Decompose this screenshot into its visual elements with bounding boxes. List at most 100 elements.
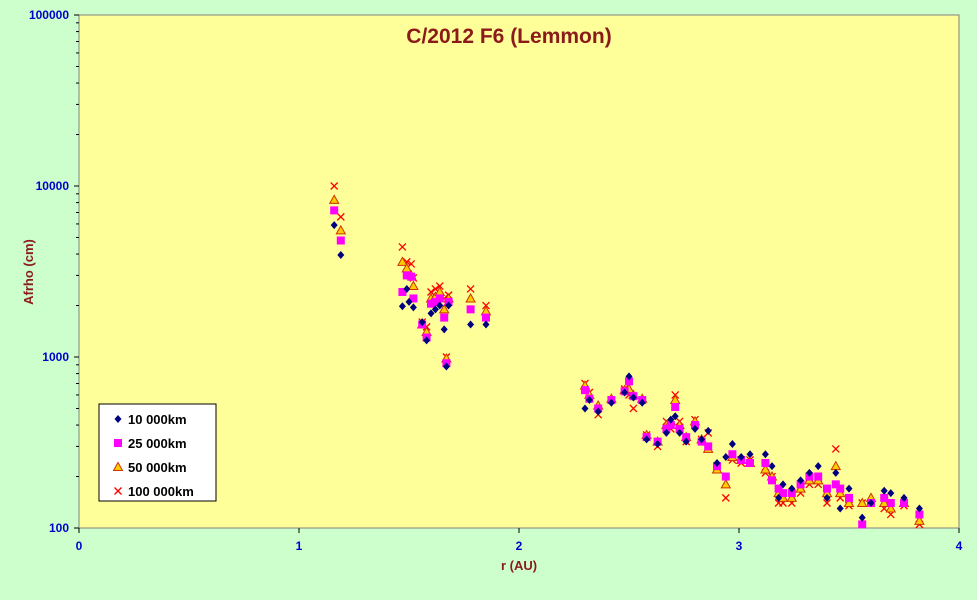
data-point	[625, 377, 633, 386]
series-diamond	[330, 221, 923, 522]
data-point	[676, 428, 684, 437]
legend-label: 10 000km	[128, 412, 187, 427]
points-layer	[328, 182, 925, 529]
legend-label: 100 000km	[128, 484, 194, 499]
data-point	[435, 294, 444, 303]
legend-marker-triangle	[112, 461, 124, 471]
data-point	[398, 287, 407, 296]
data-point	[915, 510, 924, 519]
data-point	[427, 309, 435, 318]
data-point	[407, 272, 416, 281]
data-point	[482, 320, 490, 329]
data-point	[336, 212, 345, 221]
data-point	[836, 504, 844, 513]
data-point	[666, 421, 675, 430]
legend-marker-diamond	[114, 415, 122, 423]
data-point	[675, 424, 684, 433]
data-point	[465, 292, 476, 303]
data-point	[728, 439, 736, 448]
data-point	[662, 424, 671, 433]
data-point	[786, 492, 798, 502]
data-point	[398, 302, 406, 311]
data-point	[900, 493, 908, 502]
x-tick-label: 0	[76, 539, 83, 553]
data-point	[914, 515, 925, 525]
data-point	[721, 472, 730, 481]
x-axis-label: r (AU)	[501, 558, 537, 573]
x-tick-label: 4	[956, 539, 963, 553]
data-point	[336, 236, 345, 245]
data-point	[720, 478, 732, 489]
plot-area	[78, 14, 960, 529]
chart-title: C/2012 F6 (Lemmon)	[406, 25, 611, 48]
data-point	[704, 442, 713, 451]
data-point	[621, 388, 629, 397]
data-point	[728, 450, 737, 459]
data-point	[845, 484, 853, 493]
data-point	[629, 404, 638, 413]
data-point	[335, 224, 347, 235]
data-point	[607, 398, 615, 407]
data-point	[405, 297, 413, 306]
legend: 10 000km 25 000km 50 000km 100 000km	[98, 403, 217, 502]
data-point	[867, 499, 875, 508]
data-point	[761, 450, 769, 459]
data-point	[445, 301, 453, 310]
data-point	[832, 468, 840, 477]
data-point	[482, 301, 490, 310]
y-tick-label: 1000	[42, 350, 69, 364]
data-point	[431, 305, 439, 314]
data-point	[858, 513, 866, 522]
data-point	[442, 362, 450, 371]
data-point	[671, 403, 680, 412]
data-point	[823, 499, 831, 507]
data-point	[823, 484, 831, 493]
data-point	[704, 426, 712, 435]
data-point	[885, 502, 897, 513]
data-point	[581, 386, 589, 395]
data-point	[691, 424, 699, 433]
data-point	[843, 497, 855, 508]
data-point	[440, 313, 449, 322]
data-point	[915, 504, 923, 513]
data-point	[330, 182, 339, 190]
data-point	[625, 372, 633, 381]
data-point	[779, 480, 787, 489]
data-point	[761, 458, 770, 467]
data-point	[440, 325, 448, 334]
data-point	[435, 282, 444, 290]
data-point	[662, 428, 670, 437]
data-point	[403, 284, 411, 293]
data-point	[330, 221, 338, 230]
data-point	[746, 458, 754, 467]
x-tick-label: 2	[516, 539, 523, 553]
data-point	[409, 294, 418, 303]
data-point	[713, 458, 721, 467]
data-point	[330, 206, 339, 215]
data-point	[768, 462, 776, 471]
data-point	[585, 396, 593, 405]
data-point	[667, 415, 675, 424]
data-point	[409, 303, 417, 312]
data-point	[878, 497, 890, 508]
data-point	[796, 480, 805, 489]
data-point	[402, 271, 411, 280]
data-point	[638, 398, 646, 407]
data-point	[880, 493, 889, 502]
data-point	[886, 499, 895, 508]
data-point	[671, 412, 679, 421]
data-point	[654, 439, 662, 448]
data-point	[466, 305, 475, 314]
data-point	[788, 484, 796, 493]
data-point	[698, 435, 706, 444]
data-point	[858, 520, 867, 529]
y-tick-label: 100	[49, 521, 69, 535]
data-point	[427, 288, 435, 296]
data-point	[594, 407, 602, 416]
data-point	[845, 493, 853, 502]
y-axis-label: Afrho (cm)	[21, 239, 36, 305]
data-point	[823, 493, 831, 502]
data-point	[436, 301, 444, 310]
